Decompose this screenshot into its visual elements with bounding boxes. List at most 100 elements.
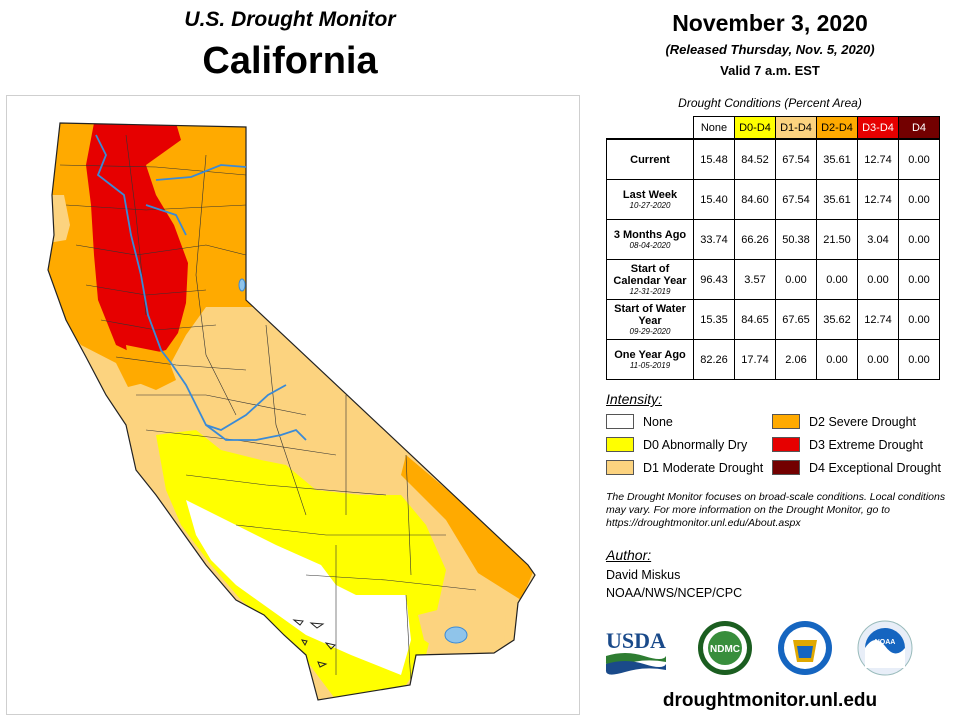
cell: 67.54 <box>775 138 817 180</box>
channel-islands <box>292 619 336 668</box>
swatch-d3 <box>772 437 800 452</box>
legend-item-d1: D1 Moderate Drought <box>606 460 763 475</box>
swatch-d4 <box>772 460 800 475</box>
partner-logos: USDA NDMC NOAA <box>605 620 913 676</box>
cell: 84.52 <box>734 138 776 180</box>
legend-item-none: None <box>606 414 673 429</box>
cell: 15.40 <box>693 179 735 220</box>
disclaimer-note: The Drought Monitor focuses on broad-sca… <box>606 491 946 529</box>
cell: 84.65 <box>734 299 776 340</box>
table-row: One Year Ago 11-05-2019 82.26 17.74 2.06 … <box>606 339 940 380</box>
cell: 0.00 <box>816 259 858 300</box>
row-date: 11-05-2019 <box>629 360 671 370</box>
cell: 0.00 <box>816 339 858 380</box>
d3-region <box>86 123 188 357</box>
cell: 2.06 <box>775 339 817 380</box>
legend-label: D0 Abnormally Dry <box>643 437 748 452</box>
drought-conditions-table: None D0-D4 D1-D4 D2-D4 D3-D4 D4 Current … <box>606 116 940 380</box>
table-caption: Drought Conditions (Percent Area) <box>678 96 862 110</box>
lake-tahoe <box>238 278 246 292</box>
cell: 0.00 <box>898 138 940 180</box>
legend-item-d2: D2 Severe Drought <box>772 414 916 429</box>
row-label: One Year Ago 11-05-2019 <box>606 339 694 380</box>
california-drought-map <box>47 122 536 701</box>
commerce-seal <box>778 621 832 675</box>
cell: 96.43 <box>693 259 735 300</box>
cell: 12.74 <box>857 138 899 180</box>
legend-label: D2 Severe Drought <box>809 414 917 429</box>
usda-logo: USDA <box>605 628 666 675</box>
col-d2-d4: D2-D4 <box>816 116 858 140</box>
cell: 15.35 <box>693 299 735 340</box>
legend-label: D4 Exceptional Drought <box>809 460 942 475</box>
row-label: Start of Water Year 09-29-2020 <box>606 299 694 340</box>
col-d4: D4 <box>898 116 940 140</box>
cell: 12.74 <box>857 179 899 220</box>
row-label: Last Week 10-27-2020 <box>606 179 694 220</box>
release-date: (Released Thursday, Nov. 5, 2020) <box>665 42 875 57</box>
map-subtitle: U.S. Drought Monitor <box>184 8 396 31</box>
swatch-d0 <box>606 437 634 452</box>
cell: 17.74 <box>734 339 776 380</box>
valid-time: Valid 7 a.m. EST <box>720 63 820 78</box>
swatch-d1 <box>606 460 634 475</box>
noaa-logo: NOAA <box>857 620 913 676</box>
table-row: Last Week 10-27-2020 15.40 84.60 67.54 35… <box>606 179 940 220</box>
cell: 0.00 <box>898 179 940 220</box>
table-row: Current 15.48 84.52 67.54 35.61 12.74 0.… <box>606 138 940 180</box>
row-label: Current <box>606 138 694 180</box>
legend-label: D1 Moderate Drought <box>643 460 764 475</box>
legend-label: D3 Extreme Drought <box>809 437 923 452</box>
d1-south-pocket <box>418 600 506 655</box>
cell: 50.38 <box>775 219 817 260</box>
d2-region-bay <box>126 345 176 390</box>
ndmc-logo: NDMC <box>698 621 752 675</box>
col-none: None <box>693 116 735 140</box>
cell: 0.00 <box>857 259 899 300</box>
website-url[interactable]: droughtmonitor.unl.edu <box>662 690 878 711</box>
ndmc-text: NDMC <box>710 644 740 655</box>
cell: 35.61 <box>816 138 858 180</box>
state-title: California <box>202 40 378 82</box>
row-date: 12-31-2019 <box>629 286 671 296</box>
col-d3-d4: D3-D4 <box>857 116 899 140</box>
table-row: Start of Water Year 09-29-2020 15.35 84.6… <box>606 299 940 340</box>
row-date: 08-04-2020 <box>629 240 671 250</box>
county-lines <box>59 134 477 686</box>
table-row: 3 Months Ago 08-04-2020 33.74 66.26 50.38… <box>606 219 940 260</box>
legend-label: None <box>643 414 673 429</box>
d2-region-southeast <box>401 455 535 600</box>
col-d1-d4: D1-D4 <box>775 116 817 140</box>
cell: 3.04 <box>857 219 899 260</box>
usda-text: USDA <box>606 628 666 653</box>
cell: 12.74 <box>857 299 899 340</box>
author-title: Author: <box>606 547 652 563</box>
cell: 67.54 <box>775 179 817 220</box>
cell: 0.00 <box>898 339 940 380</box>
row-label: 3 Months Ago 08-04-2020 <box>606 219 694 260</box>
cell: 0.00 <box>898 259 940 300</box>
none-region <box>186 500 411 675</box>
cell: 0.00 <box>898 299 940 340</box>
row-date: 09-29-2020 <box>629 326 671 336</box>
swatch-d2 <box>772 414 800 429</box>
cell: 0.00 <box>775 259 817 300</box>
table-row: Start of Calendar Year 12-31-2019 96.43 3… <box>606 259 940 300</box>
salton-sea <box>444 626 468 644</box>
cell: 21.50 <box>816 219 858 260</box>
california-outline <box>47 122 536 701</box>
legend-item-d3: D3 Extreme Drought <box>772 437 923 452</box>
row-date: 10-27-2020 <box>629 200 671 210</box>
map-date: November 3, 2020 <box>672 10 868 36</box>
cell: 33.74 <box>693 219 735 260</box>
intensity-title: Intensity: <box>606 391 663 407</box>
row-label: Start of Calendar Year 12-31-2019 <box>606 259 694 300</box>
rivers <box>95 134 307 441</box>
cell: 82.26 <box>693 339 735 380</box>
legend-item-d4: D4 Exceptional Drought <box>772 460 941 475</box>
table-corner <box>607 117 694 140</box>
cell: 84.60 <box>734 179 776 220</box>
cell: 0.00 <box>898 219 940 260</box>
legend-item-d0: D0 Abnormally Dry <box>606 437 747 452</box>
cell: 66.26 <box>734 219 776 260</box>
